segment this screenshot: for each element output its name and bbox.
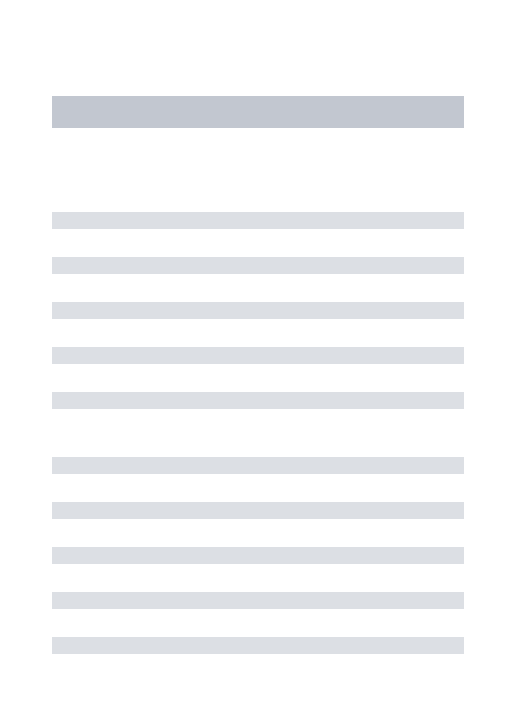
skeleton-line	[52, 547, 464, 564]
skeleton-line	[52, 257, 464, 274]
skeleton-line	[52, 347, 464, 364]
skeleton-header-bar	[52, 96, 464, 128]
skeleton-line	[52, 392, 464, 409]
skeleton-line	[52, 302, 464, 319]
skeleton-line-group	[52, 457, 464, 654]
skeleton-container	[0, 0, 516, 654]
skeleton-line	[52, 502, 464, 519]
skeleton-line-group	[52, 212, 464, 409]
skeleton-line	[52, 592, 464, 609]
skeleton-line	[52, 212, 464, 229]
skeleton-line	[52, 457, 464, 474]
skeleton-line	[52, 637, 464, 654]
